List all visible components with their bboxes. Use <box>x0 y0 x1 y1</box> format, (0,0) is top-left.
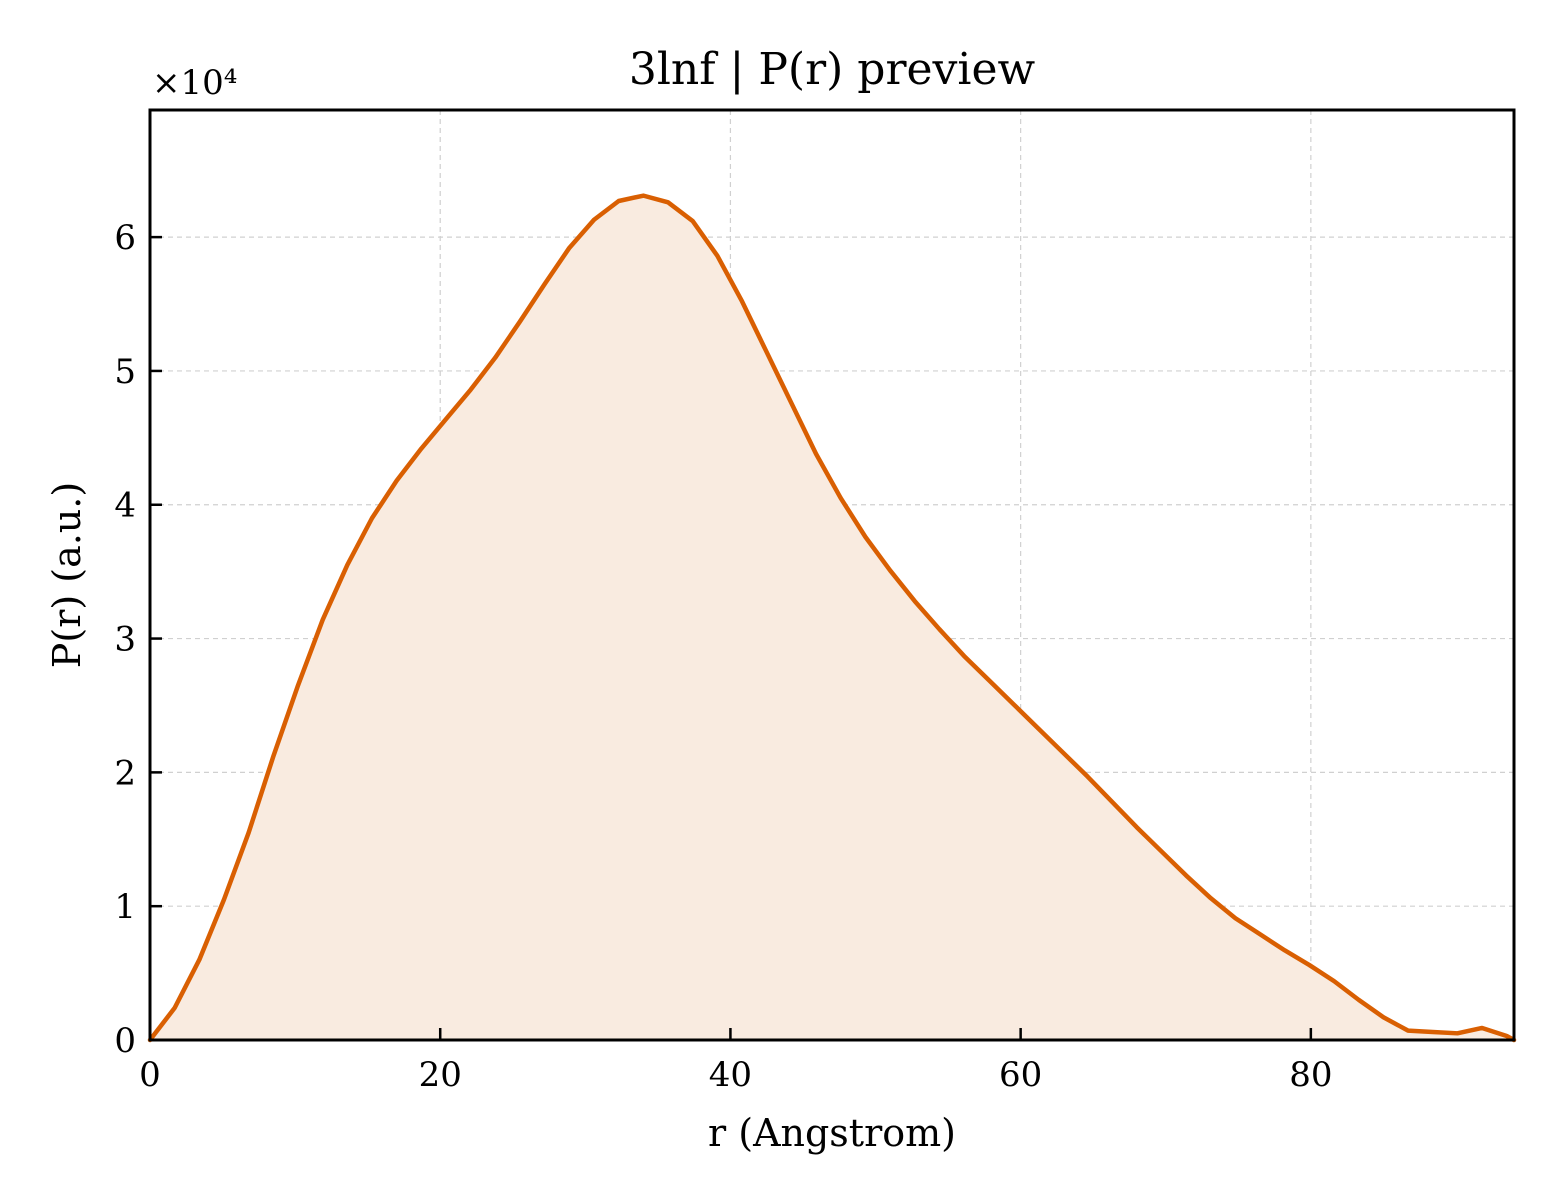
y-tick-label: 5 <box>114 352 136 392</box>
x-tick-label: 40 <box>709 1055 752 1095</box>
x-axis-label: r (Angstrom) <box>708 1111 956 1155</box>
x-tick-label: 80 <box>1289 1055 1332 1095</box>
ticks: 0 20 40 60 80 0 1 2 3 4 5 6 <box>114 218 1332 1095</box>
x-tick-label: 60 <box>999 1055 1042 1095</box>
y-tick-label: 6 <box>114 218 136 258</box>
y-tick-label: 1 <box>114 887 136 927</box>
chart-title: 3lnf | P(r) preview <box>629 44 1036 95</box>
y-tick-label: 2 <box>114 753 136 793</box>
y-axis-label: P(r) (a.u.) <box>45 482 89 668</box>
x-tick-label: 20 <box>419 1055 462 1095</box>
series-area-fill <box>150 195 1514 1040</box>
y-tick-label: 3 <box>114 620 136 660</box>
plot-frame <box>148 108 1516 1042</box>
y-scale-label: ×10⁴ <box>152 63 237 103</box>
x-tick-label: 0 <box>139 1055 161 1095</box>
y-tick-label: 4 <box>114 486 136 526</box>
series-line <box>147 193 1517 1043</box>
y-tick-label: 0 <box>114 1021 136 1061</box>
series-layer <box>147 193 1517 1043</box>
